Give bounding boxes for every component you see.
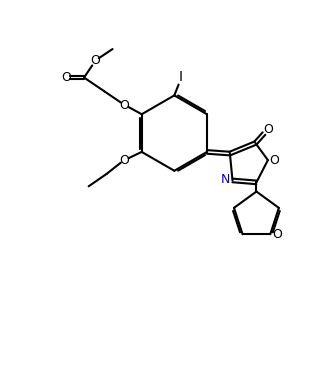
Text: O: O bbox=[90, 54, 100, 67]
Text: N: N bbox=[221, 173, 230, 186]
Text: O: O bbox=[272, 229, 282, 242]
Text: O: O bbox=[269, 154, 279, 167]
Text: O: O bbox=[61, 71, 71, 84]
Text: O: O bbox=[120, 99, 130, 112]
Text: I: I bbox=[178, 70, 182, 84]
Text: O: O bbox=[120, 154, 130, 167]
Text: O: O bbox=[263, 123, 273, 136]
